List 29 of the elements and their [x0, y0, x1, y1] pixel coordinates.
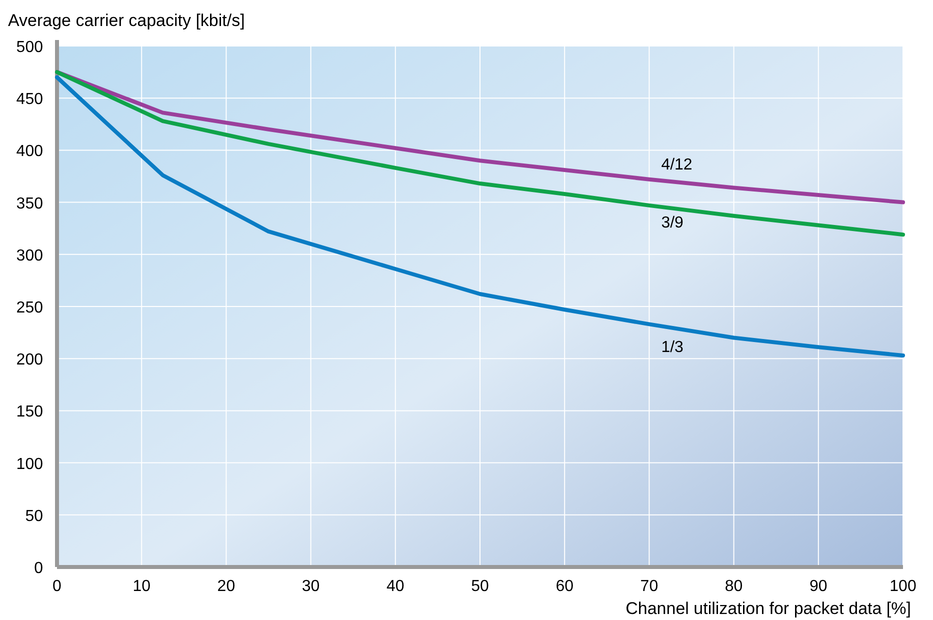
y-tick-label: 100 [16, 456, 44, 473]
x-tick-label: 20 [217, 578, 236, 595]
y-axis-title: Average carrier capacity [kbit/s] [8, 11, 245, 30]
series-label: 4/12 [661, 156, 692, 174]
y-tick-label: 500 [16, 39, 44, 56]
y-tick-label: 400 [16, 143, 44, 160]
y-tick-label: 50 [25, 508, 44, 525]
series-label: 1/3 [661, 339, 684, 356]
y-tick-label: 250 [16, 300, 44, 316]
x-tick-label: 0 [52, 578, 62, 595]
y-tick-label: 150 [16, 404, 44, 421]
x-tick-label: 100 [890, 578, 916, 595]
x-tick-label: 60 [556, 578, 574, 595]
x-tick-label: 90 [810, 578, 828, 595]
x-tick-label: 30 [302, 578, 320, 595]
x-axis-title: Channel utilization for packet data [%] [626, 599, 911, 618]
x-tick-label: 40 [386, 578, 404, 595]
series-label: 3/9 [661, 214, 684, 232]
line-series [55, 70, 905, 237]
y-tick-label: 350 [16, 195, 44, 212]
y-tick-label: 450 [16, 91, 44, 108]
line-series [55, 75, 905, 358]
x-tick-label: 50 [471, 578, 489, 595]
y-tick-label: 0 [34, 560, 44, 577]
x-tick-label: 70 [640, 578, 658, 595]
x-tick-label: 80 [724, 578, 743, 595]
y-tick-label: 200 [16, 352, 44, 369]
y-tick-label: 300 [16, 247, 44, 264]
x-tick-label: 10 [132, 578, 151, 595]
